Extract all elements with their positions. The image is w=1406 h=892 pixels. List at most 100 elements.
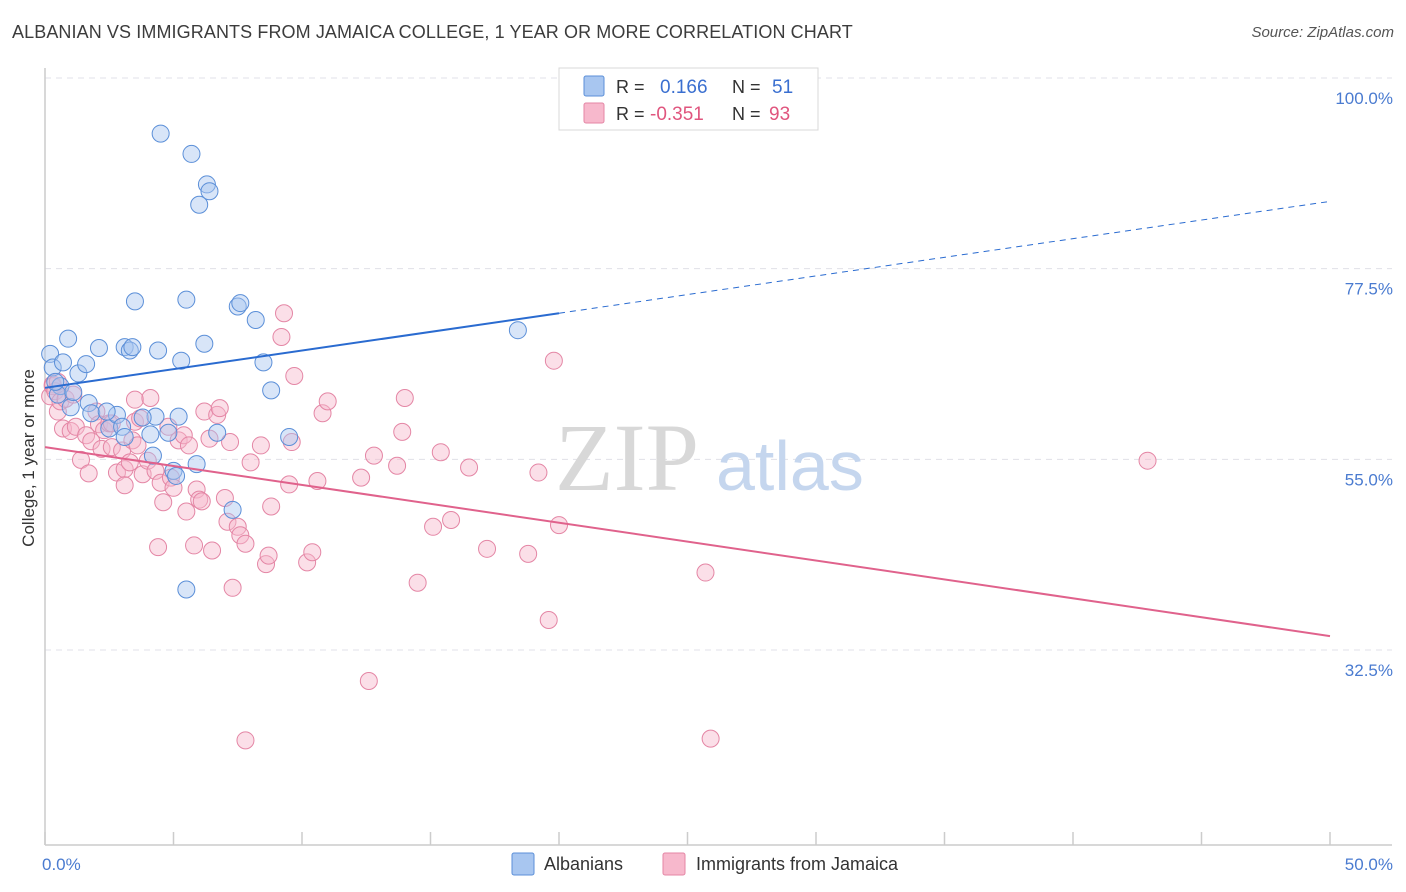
- jamaica-point-87: [442, 511, 461, 530]
- jamaica-point-89: [478, 539, 497, 558]
- albanians-point-17: [120, 341, 139, 360]
- jamaica-point-81: [388, 456, 407, 475]
- albanians-point-38: [208, 423, 227, 442]
- jamaica-point-39: [154, 493, 173, 512]
- jamaica-point-72: [285, 366, 304, 385]
- jamaica-point-46: [179, 436, 198, 455]
- jamaica-point-22: [102, 438, 121, 457]
- albanians-point-48: [97, 402, 116, 421]
- y-tick-label-1: 77.5%: [1345, 280, 1393, 299]
- jamaica-trend: [44, 446, 1331, 638]
- legend-bottom: Albanians Immigrants from Jamaica: [511, 852, 899, 876]
- jamaica-point-78: [352, 468, 371, 487]
- jamaica-point-36: [146, 461, 165, 480]
- legend-albanians-label: Albanians: [544, 854, 623, 874]
- albanians-point-32: [182, 144, 201, 163]
- albanians-point-44: [262, 381, 281, 400]
- legend-r-value-blue: 0.166: [660, 77, 708, 98]
- albanians-trend-solid: [44, 312, 560, 389]
- jamaica-point-54: [208, 405, 227, 424]
- legend-n-value-blue: 51: [772, 77, 793, 98]
- albanians-point-24: [151, 124, 170, 143]
- jamaica-point-53: [203, 541, 222, 560]
- albanians-point-15: [115, 427, 134, 446]
- gridlines: [45, 77, 1392, 651]
- series-jamaica-points: [41, 304, 1157, 750]
- albanians-point-40: [228, 297, 247, 316]
- jamaica-point-57: [218, 512, 237, 531]
- albanians-point-20: [141, 425, 160, 444]
- albanians-point-34: [190, 195, 209, 214]
- jamaica-point-67: [262, 497, 281, 516]
- legend-albanians-swatch: [511, 852, 535, 876]
- albanians-point-8: [77, 355, 96, 374]
- watermark-atlas: atlas: [716, 427, 864, 505]
- albanians-point-4: [59, 329, 78, 348]
- jamaica-point-47: [185, 536, 204, 555]
- jamaica-point-14: [79, 464, 98, 483]
- albanians-point-29: [172, 351, 191, 370]
- albanians-point-6: [61, 398, 80, 417]
- jamaica-point-97: [1138, 451, 1157, 470]
- jamaica-point-29: [125, 390, 144, 409]
- jamaica-point-48: [187, 480, 206, 499]
- jamaica-point-69: [272, 327, 291, 346]
- albanians-point-13: [107, 405, 126, 424]
- jamaica-point-93: [544, 351, 563, 370]
- jamaica-point-59: [223, 578, 242, 597]
- albanians-point-36: [197, 175, 216, 194]
- albanians-point-31: [177, 290, 196, 309]
- jamaica-point-94: [550, 516, 568, 535]
- albanians-point-46: [508, 321, 527, 340]
- jamaica-point-90: [519, 544, 538, 563]
- jamaica-point-62: [236, 534, 255, 553]
- y-tick-label-0: 100.0%: [1335, 89, 1393, 108]
- legend-r-value-pink: -0.351: [650, 104, 704, 125]
- y-tick-label-3: 32.5%: [1345, 661, 1393, 680]
- jamaica-point-35: [141, 388, 160, 407]
- jamaica-point-76: [313, 404, 332, 423]
- jamaica-point-96: [701, 729, 720, 748]
- jamaica-point-75: [308, 472, 327, 491]
- trend-lines: [44, 200, 1331, 638]
- jamaica-point-68: [275, 304, 294, 323]
- x-tick-labels: 0.0% 50.0%: [42, 855, 1393, 874]
- jamaica-point-88: [460, 458, 479, 477]
- albanians-point-45: [280, 427, 299, 446]
- albanians-point-27: [169, 407, 188, 426]
- jamaica-point-58: [221, 433, 240, 452]
- watermark-zip: ZIP: [555, 404, 699, 511]
- legend-n-label-pink: N =: [732, 104, 761, 124]
- jamaica-point-27: [120, 453, 139, 472]
- axes: [44, 68, 1392, 846]
- albanians-point-43: [254, 353, 273, 372]
- albanians-point-19: [125, 292, 144, 311]
- albanians-point-28: [167, 466, 186, 485]
- jamaica-point-85: [424, 517, 443, 536]
- jamaica-point-79: [359, 672, 378, 691]
- albanians-point-50: [133, 408, 152, 427]
- watermark: ZIP atlas: [555, 404, 864, 511]
- source-label: Source: ZipAtlas.com: [1251, 24, 1394, 41]
- albanians-point-30: [177, 580, 196, 599]
- legend-jamaica-swatch: [662, 852, 686, 876]
- albanians-point-37: [200, 182, 219, 201]
- y-tick-labels: 100.0% 77.5% 55.0% 32.5%: [1335, 89, 1393, 680]
- legend-blue-swatch: [583, 75, 605, 97]
- albanians-point-3: [53, 353, 72, 372]
- jamaica-point-63: [241, 453, 260, 472]
- albanians-point-16: [115, 338, 134, 357]
- jamaica-point-49: [190, 490, 209, 509]
- jamaica-point-45: [177, 502, 196, 521]
- jamaica-point-66: [259, 546, 278, 565]
- jamaica-point-84: [408, 573, 427, 592]
- jamaica-point-98: [236, 731, 255, 750]
- jamaica-point-31: [128, 436, 147, 455]
- jamaica-point-92: [539, 611, 558, 630]
- legend-n-value-pink: 93: [769, 104, 790, 125]
- x-tick-label-0: 0.0%: [42, 855, 81, 874]
- jamaica-point-86: [431, 443, 450, 462]
- jamaica-point-83: [395, 388, 414, 407]
- albanians-point-42: [246, 311, 265, 330]
- albanians-point-25: [159, 423, 178, 442]
